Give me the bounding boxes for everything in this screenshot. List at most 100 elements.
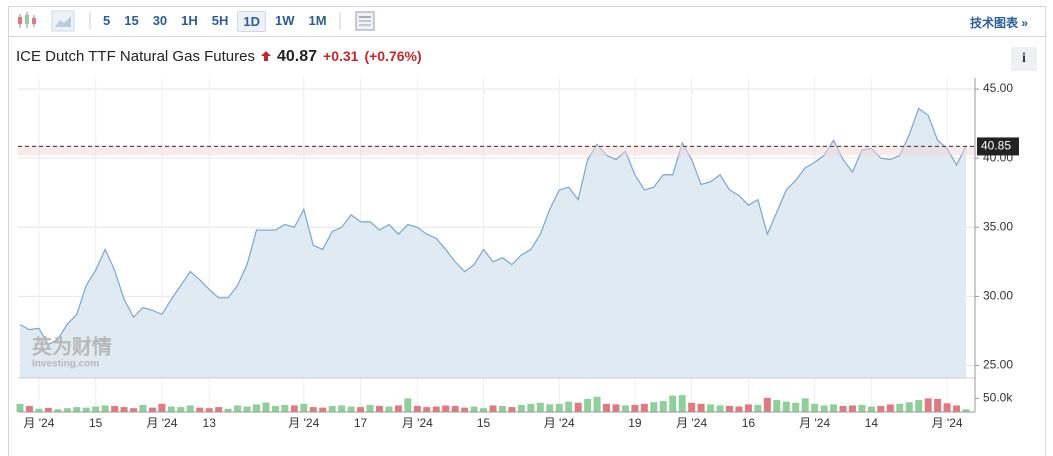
volume-bar <box>120 407 128 412</box>
volume-bar <box>394 405 402 412</box>
volume-bar <box>763 397 771 412</box>
intervals: 5 15 30 1H 5H 1D 1W 1M <box>98 10 336 32</box>
volume-bar <box>707 404 715 412</box>
volume-bar <box>593 396 601 412</box>
volume-bar <box>858 404 866 412</box>
x-tick-label: 月 '24 <box>676 416 707 430</box>
volume-bar <box>820 405 828 412</box>
y-tick-label: 45.00 <box>983 81 1013 95</box>
interval-button[interactable]: 1M <box>308 12 327 28</box>
volume-bar <box>574 402 582 412</box>
volume-bar <box>224 408 232 412</box>
volume-bar <box>111 406 119 412</box>
volume-bar <box>962 409 970 412</box>
info-button[interactable]: i <box>1011 47 1037 71</box>
interval-button[interactable]: 1D <box>237 10 267 32</box>
interval-button[interactable]: 1W <box>275 12 295 28</box>
volume-bar <box>139 404 147 412</box>
last-price: 40.87 <box>276 48 318 65</box>
volume-bar <box>281 404 289 412</box>
volume-bar <box>338 405 346 412</box>
volume-bar <box>319 407 327 412</box>
x-tick-label: 月 '24 <box>23 416 54 430</box>
volume-bar <box>811 403 819 412</box>
volume-bar <box>603 403 611 412</box>
volume-bar <box>130 408 138 412</box>
volume-bar <box>35 408 43 412</box>
toolbar: 5 15 30 1H 5H 1D 1W 1M 技术图表 » <box>8 6 1046 37</box>
volume-bar <box>848 405 856 412</box>
volume-bar <box>451 406 459 412</box>
volume-bar <box>63 408 71 412</box>
change-percent: (+0.76%) <box>364 48 422 64</box>
settings-icon[interactable] <box>336 6 386 36</box>
volume-bar <box>215 407 223 412</box>
volume-bar <box>953 405 961 412</box>
x-tick-label: 16 <box>742 416 756 430</box>
interval-button[interactable]: 5H <box>211 12 229 28</box>
volume-bar <box>300 403 308 412</box>
chart-type-icons[interactable] <box>8 6 98 36</box>
volume-bar <box>167 406 175 412</box>
x-tick-label: 15 <box>89 416 103 430</box>
volume-bar <box>744 404 752 412</box>
volume-bar <box>413 406 421 412</box>
volume-bar <box>101 405 109 412</box>
watermark-brand: 英为财情 <box>32 334 112 358</box>
header: ICE Dutch TTF Natural Gas Futures 40.87 … <box>16 48 422 66</box>
volume-bar <box>489 405 497 412</box>
volume-bar <box>697 403 705 412</box>
volume-bar <box>385 406 393 412</box>
x-tick-label: 月 '24 <box>544 416 575 430</box>
x-tick-label: 15 <box>477 416 491 430</box>
volume-bar <box>186 405 194 412</box>
instrument-title: ICE Dutch TTF Natural Gas Futures <box>16 48 255 65</box>
volume-bar <box>498 406 506 412</box>
x-tick-label: 月 '24 <box>402 416 433 430</box>
area-fill <box>20 108 966 379</box>
volume-bar <box>328 406 336 412</box>
chart-link[interactable]: 技术图表 » <box>969 16 1028 30</box>
volume-bar <box>735 406 743 412</box>
volume-bar <box>754 404 762 412</box>
x-tick-label: 14 <box>865 416 879 430</box>
volume-bar <box>943 403 951 412</box>
x-tick-label: 月 '24 <box>146 416 177 430</box>
interval-button[interactable]: 5 <box>103 12 111 28</box>
volume-bar <box>527 403 535 412</box>
volume-bar <box>716 405 724 412</box>
volume-bar <box>867 406 875 412</box>
volume-bar <box>517 404 525 412</box>
volume-bar <box>688 402 696 412</box>
volume-bar <box>726 406 733 412</box>
volume-bar <box>480 408 488 412</box>
last-price-box <box>977 137 1019 156</box>
interval-button[interactable]: 1H <box>181 12 198 28</box>
last-price-band <box>18 145 975 156</box>
volume-bar <box>678 395 686 412</box>
volume-bar <box>508 407 516 412</box>
price-line <box>19 107 967 346</box>
volume-bar <box>357 407 365 412</box>
volume-bar <box>196 407 204 412</box>
volume-bar <box>612 404 620 412</box>
interval-button[interactable]: 30 <box>152 12 168 28</box>
volume-bar <box>54 409 62 412</box>
volume-bar <box>801 398 809 412</box>
change: +0.31 <box>323 48 359 64</box>
volume-bar <box>44 407 52 412</box>
volume-bar <box>16 403 24 412</box>
volume-bar <box>82 407 90 412</box>
volume-bar <box>253 404 260 412</box>
y-tick-label: 35.00 <box>983 219 1013 233</box>
volume-bar <box>584 398 592 412</box>
volume-bar <box>830 404 838 412</box>
volume-bar <box>546 404 554 412</box>
volume-bar <box>905 402 913 412</box>
volume-bar <box>470 406 478 412</box>
volume-bar <box>631 404 639 412</box>
volume-bar <box>177 407 185 412</box>
volume-bar <box>423 407 431 412</box>
interval-button[interactable]: 15 <box>124 12 139 28</box>
